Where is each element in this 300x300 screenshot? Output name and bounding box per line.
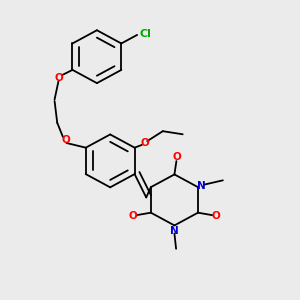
Text: N: N	[197, 181, 206, 190]
Text: Cl: Cl	[140, 29, 152, 39]
Text: O: O	[128, 211, 137, 221]
Text: O: O	[212, 211, 220, 221]
Text: O: O	[61, 135, 70, 145]
Text: N: N	[170, 226, 179, 236]
Text: O: O	[140, 138, 149, 148]
Text: O: O	[54, 73, 63, 83]
Text: O: O	[173, 152, 182, 162]
